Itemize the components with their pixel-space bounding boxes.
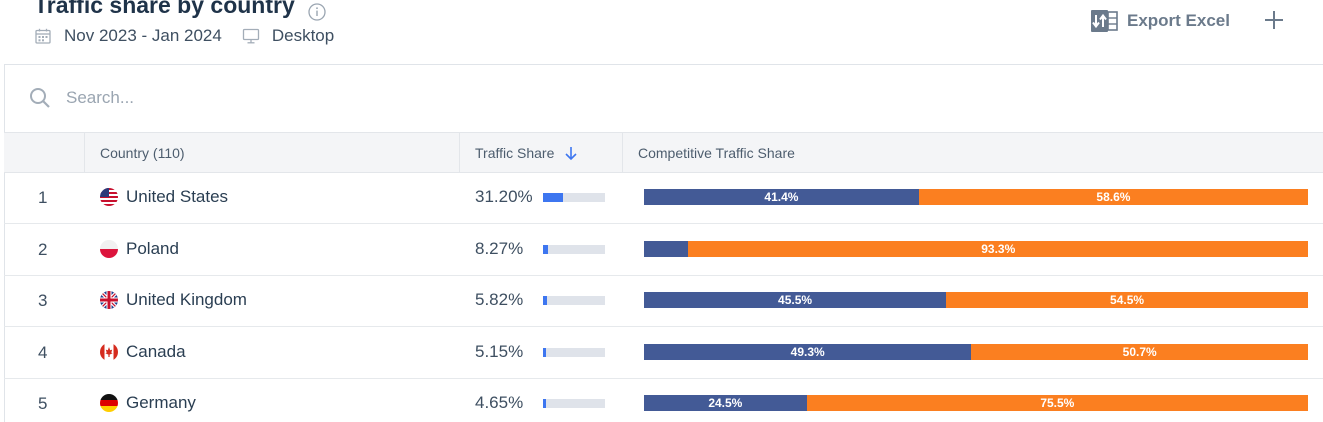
competitive-segment-primary [644, 240, 689, 257]
country-link[interactable]: United States [126, 187, 229, 206]
competitive-segment-secondary: 58.6% [918, 189, 1308, 205]
sort-down-icon [565, 147, 577, 161]
traffic-share-value: 31.20% [475, 187, 533, 206]
calendar-icon [35, 28, 51, 44]
column-header-competitive[interactable]: Competitive Traffic Share [638, 145, 795, 161]
traffic-share-bar-fill [543, 244, 548, 254]
widget-meta: Nov 2023 - Jan 2024 Desktop [34, 25, 334, 47]
traffic-share-bar-fill [543, 193, 563, 202]
row-rank: 4 [38, 342, 48, 362]
country-link[interactable]: United Kingdom [126, 290, 247, 309]
column-header-country[interactable]: Country (110) [100, 145, 185, 161]
export-excel-button[interactable]: Export Excel [1090, 7, 1230, 35]
competitive-segment-primary: 45.5% [644, 292, 947, 308]
competitive-segment-secondary: 75.5% [806, 395, 1308, 411]
traffic-share-value: 4.65% [475, 393, 524, 412]
ca-flag-icon [100, 342, 118, 361]
country-link[interactable]: Poland [126, 238, 179, 258]
table-row[interactable]: 5 Germany 4.65% 24.5% 75.5% [4, 379, 1323, 422]
traffic-share-value: 8.27% [475, 238, 524, 258]
traffic-share-label: Traffic Share [475, 145, 555, 161]
date-range: Nov 2023 - Jan 2024 [64, 26, 222, 45]
plus-icon[interactable] [1263, 9, 1285, 31]
export-excel-label: Export Excel [1127, 11, 1230, 30]
competitive-segment-primary: 49.3% [644, 343, 972, 360]
country-link[interactable]: Canada [126, 341, 186, 361]
row-rank: 1 [38, 188, 48, 207]
widget-header: Traffic share by country Nov 2023 - Jan … [0, 0, 1323, 64]
competitive-share-bar: 93.3% [644, 240, 1308, 257]
search-bar [4, 65, 1323, 132]
country-link[interactable]: Germany [126, 393, 196, 412]
traffic-share-bar [543, 244, 605, 254]
table-row[interactable]: 4 Canada 5.15% 49.3% 50.7% [4, 328, 1323, 379]
de-flag-icon [100, 394, 118, 412]
competitive-segment-secondary: 50.7% [971, 343, 1308, 360]
traffic-share-value: 5.15% [475, 341, 524, 361]
competitive-share-bar: 24.5% 75.5% [644, 395, 1308, 411]
desktop-icon [242, 28, 259, 44]
excel-icon [1091, 10, 1118, 32]
gb-flag-icon [100, 291, 118, 309]
traffic-share-bar-fill [543, 296, 547, 305]
competitive-share-bar: 41.4% 58.6% [644, 189, 1308, 205]
row-rank: 3 [38, 291, 48, 310]
row-rank: 5 [38, 394, 48, 413]
traffic-share-bar [543, 296, 605, 305]
competitive-segment-secondary: 54.5% [946, 292, 1308, 308]
device-label: Desktop [271, 26, 335, 45]
traffic-share-bar [543, 193, 605, 202]
row-rank: 2 [38, 239, 48, 259]
pl-flag-icon [100, 239, 118, 258]
search-input[interactable] [66, 85, 666, 111]
search-icon [30, 88, 50, 108]
competitive-segment-primary: 24.5% [644, 395, 807, 411]
table-panel [4, 64, 1323, 422]
traffic-share-bar [543, 399, 605, 408]
info-icon[interactable] [308, 3, 326, 21]
competitive-share-bar: 49.3% 50.7% [644, 343, 1308, 360]
table-row[interactable]: 2 Poland 8.27% 93.3% [4, 225, 1323, 276]
table-row[interactable]: 3 United Kingdom 5.82% 45.5% 54.5% [4, 276, 1323, 327]
competitive-share-bar: 45.5% 54.5% [644, 292, 1308, 308]
traffic-share-bar [543, 347, 605, 357]
table-row[interactable]: 1 United States 31.20% 41.4% 58.6% [4, 173, 1323, 224]
table-header: Country (110) Traffic Share Competitive … [4, 132, 1323, 173]
traffic-share-bar-fill [543, 347, 546, 357]
traffic-share-value: 5.82% [475, 290, 524, 309]
column-header-traffic-share[interactable]: Traffic Share [475, 133, 578, 173]
competitive-segment-secondary: 93.3% [688, 240, 1308, 257]
us-flag-icon [100, 188, 118, 206]
widget-title: Traffic share by country [34, 0, 295, 18]
traffic-share-bar-fill [543, 399, 546, 408]
competitive-segment-primary: 41.4% [644, 189, 919, 205]
